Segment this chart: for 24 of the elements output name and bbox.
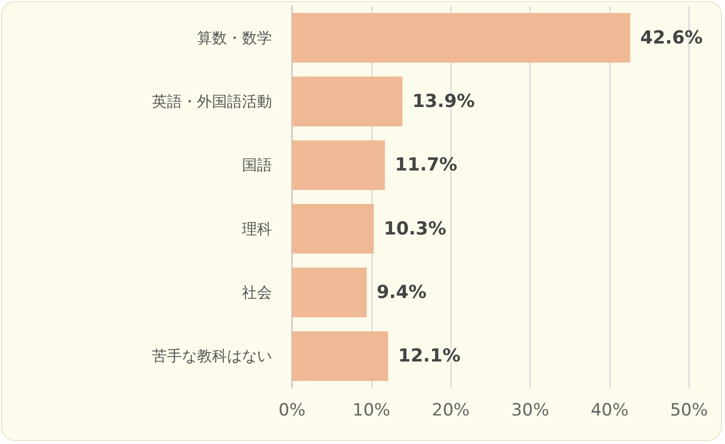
x-tick-label: 0% [278,400,306,420]
bar [292,204,374,254]
data-label: 42.6% [640,27,703,48]
data-label: 12.1% [398,346,461,367]
y-tick-label: 英語・外国語活動 [152,92,272,110]
bar [292,268,367,318]
data-label: 10.3% [384,218,446,240]
bar [292,76,402,126]
x-tick-label: 50% [670,400,708,420]
data-label: 9.4% [376,282,427,303]
x-tick-label: 20% [432,400,470,420]
x-tick-label: 40% [590,400,628,420]
y-tick-label: 算数・数学 [197,28,272,47]
data-label: 13.9% [412,91,475,112]
y-tick-label: 国語 [242,156,272,174]
bar [292,140,385,190]
y-tick-label: 社会 [242,284,272,302]
data-label: 11.7% [394,154,458,176]
y-tick-label: 理科 [242,220,272,238]
bar [292,13,630,63]
x-tick-label: 10% [352,400,390,420]
x-tick-label: 30% [511,400,550,420]
y-tick-label: 苦手な教科はない [152,347,272,366]
bar [292,331,388,381]
